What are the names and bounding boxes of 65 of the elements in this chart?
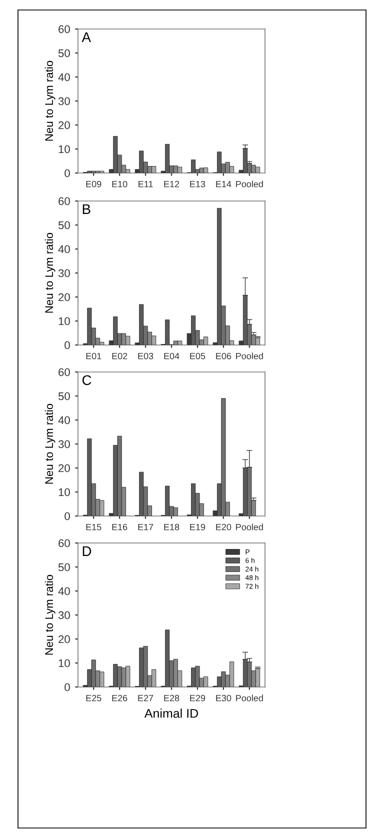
x-tick-label: E25 (86, 694, 102, 702)
x-tick-label: Pooled (236, 180, 263, 188)
x-tick-label: E06 (216, 352, 232, 360)
y-axis-title: Neu to Lym ratio (44, 60, 56, 141)
x-tick-label: E02 (112, 352, 128, 360)
x-tick-label: E09 (86, 180, 102, 188)
x-axis-title: Animal ID (144, 708, 198, 718)
x-tick-label: Pooled (236, 352, 263, 360)
y-tick-label: 40 (58, 587, 70, 596)
x-tick-label: E04 (164, 352, 180, 360)
x-tick-label: Pooled (236, 694, 263, 702)
y-tick-label: 60 (58, 368, 70, 376)
x-tick-label: E26 (112, 694, 128, 702)
x-tick-label: E15 (86, 524, 102, 530)
x-tick-label: E05 (190, 352, 206, 360)
y-tick-label: 30 (58, 611, 70, 620)
y-tick-label: 0 (64, 683, 70, 692)
y-tick-label: 10 (58, 488, 70, 496)
y-tick-label: 0 (64, 341, 70, 350)
x-tick-label: E16 (112, 524, 128, 530)
y-axis-title: Neu to Lym ratio (44, 232, 56, 313)
x-tick-label: E27 (138, 694, 154, 702)
x-tick-label: E17 (138, 524, 154, 530)
x-tick-label: E03 (138, 352, 154, 360)
x-tick-label: E11 (138, 180, 153, 188)
y-tick-label: 60 (58, 197, 70, 206)
y-tick-label: 40 (58, 245, 70, 254)
y-tick-label: 30 (58, 97, 70, 106)
y-tick-label: 20 (58, 464, 70, 472)
y-tick-label: 50 (58, 392, 70, 400)
y-tick-label: 50 (58, 221, 70, 230)
x-tick-label: E12 (164, 180, 180, 188)
annotation: A (82, 32, 91, 42)
x-tick-label: E13 (190, 180, 206, 188)
y-tick-label: 0 (64, 169, 70, 178)
x-tick-label: E18 (164, 524, 180, 530)
annotation: C (82, 375, 92, 386)
x-tick-label: E19 (190, 524, 206, 530)
x-tick-label: E28 (164, 694, 180, 702)
y-tick-label: 60 (58, 25, 70, 34)
x-tick-label: E29 (190, 694, 206, 702)
y-tick-label: 20 (58, 121, 70, 130)
y-tick-label: 30 (58, 269, 70, 278)
y-axis-title: Neu to Lym ratio (44, 574, 56, 655)
y-tick-label: 50 (58, 563, 70, 572)
annotation: D (82, 546, 92, 556)
y-tick-label: 50 (58, 49, 70, 58)
y-tick-label: 10 (58, 145, 70, 154)
x-tick-label: E30 (216, 694, 232, 702)
y-tick-label: 20 (58, 293, 70, 302)
x-tick-label: E10 (112, 180, 128, 188)
x-tick-label: E01 (86, 352, 102, 360)
x-tick-label: Pooled (236, 524, 263, 530)
y-tick-label: 40 (58, 73, 70, 82)
annotation: B (82, 204, 90, 214)
y-tick-label: 40 (58, 416, 70, 424)
y-tick-label: 60 (58, 539, 70, 548)
y-tick-label: 10 (58, 317, 70, 326)
y-tick-label: 0 (64, 512, 70, 520)
y-axis-title: Neu to Lym ratio (44, 404, 56, 484)
y-tick-label: 20 (58, 635, 70, 644)
x-tick-label: E14 (216, 180, 232, 188)
x-tick-label: E20 (216, 524, 232, 530)
y-tick-label: 30 (58, 440, 70, 448)
y-tick-label: 10 (58, 659, 70, 668)
